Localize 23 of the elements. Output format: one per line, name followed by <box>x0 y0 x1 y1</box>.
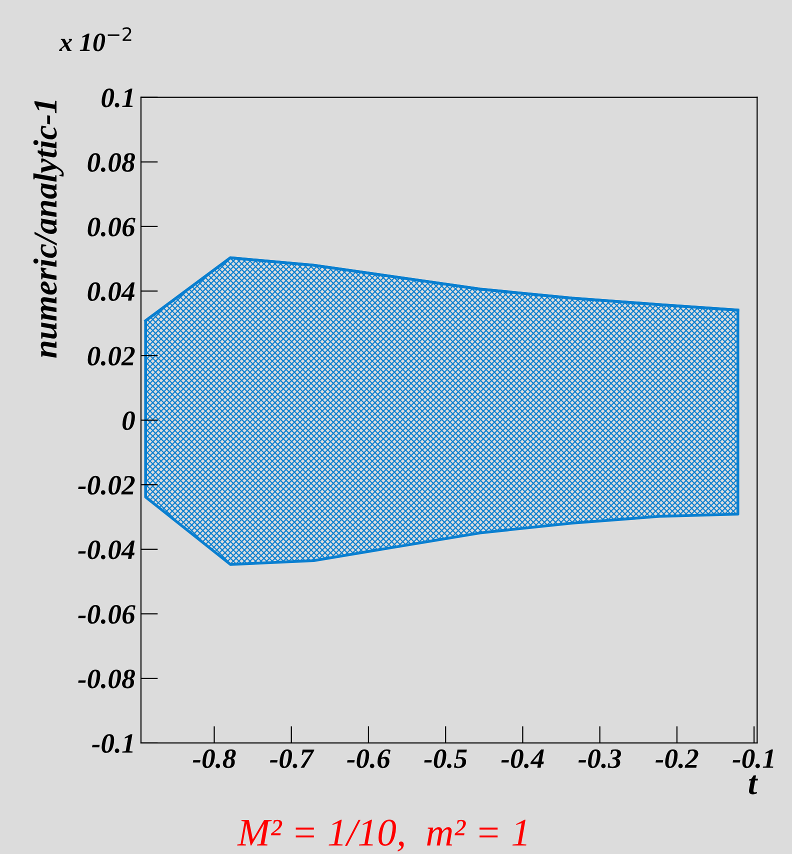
y-axis-title: numeric/analytic-1 <box>33 100 64 358</box>
y-tick-label: -0.06 <box>78 605 136 624</box>
x-axis-title: t <box>748 775 758 794</box>
y-tick-label: 0.08 <box>88 153 135 172</box>
y-tick-label: 0.1 <box>102 88 133 108</box>
x-tick-label: -0.7 <box>270 749 314 768</box>
text: x 10$^{−2}$ <box>59 27 132 52</box>
x-tick-label: -0.4 <box>501 749 544 768</box>
x-tick-label: -0.2 <box>656 749 698 768</box>
y-tick-label: -0.08 <box>78 670 135 688</box>
x-tick-label: -0.8 <box>192 749 236 768</box>
y-tick-label: 0.06 <box>88 218 136 237</box>
x-tick-label: -0.6 <box>347 749 390 768</box>
x-tick-label: -0.1 <box>732 749 774 768</box>
y-tick-label: -0.04 <box>78 540 135 560</box>
y-tick-label: 0.04 <box>88 282 135 302</box>
text: M² = 1/10, m² = 1 <box>237 820 526 852</box>
y-tick-label: -0.1 <box>92 734 133 754</box>
x-tick-label: -0.3 <box>578 749 622 768</box>
y-tick-label: -0.02 <box>78 476 135 495</box>
y-tick-label: 0 <box>122 411 135 430</box>
y-tick-label: 0.02 <box>88 346 135 366</box>
x-tick-label: -0.5 <box>424 749 467 768</box>
